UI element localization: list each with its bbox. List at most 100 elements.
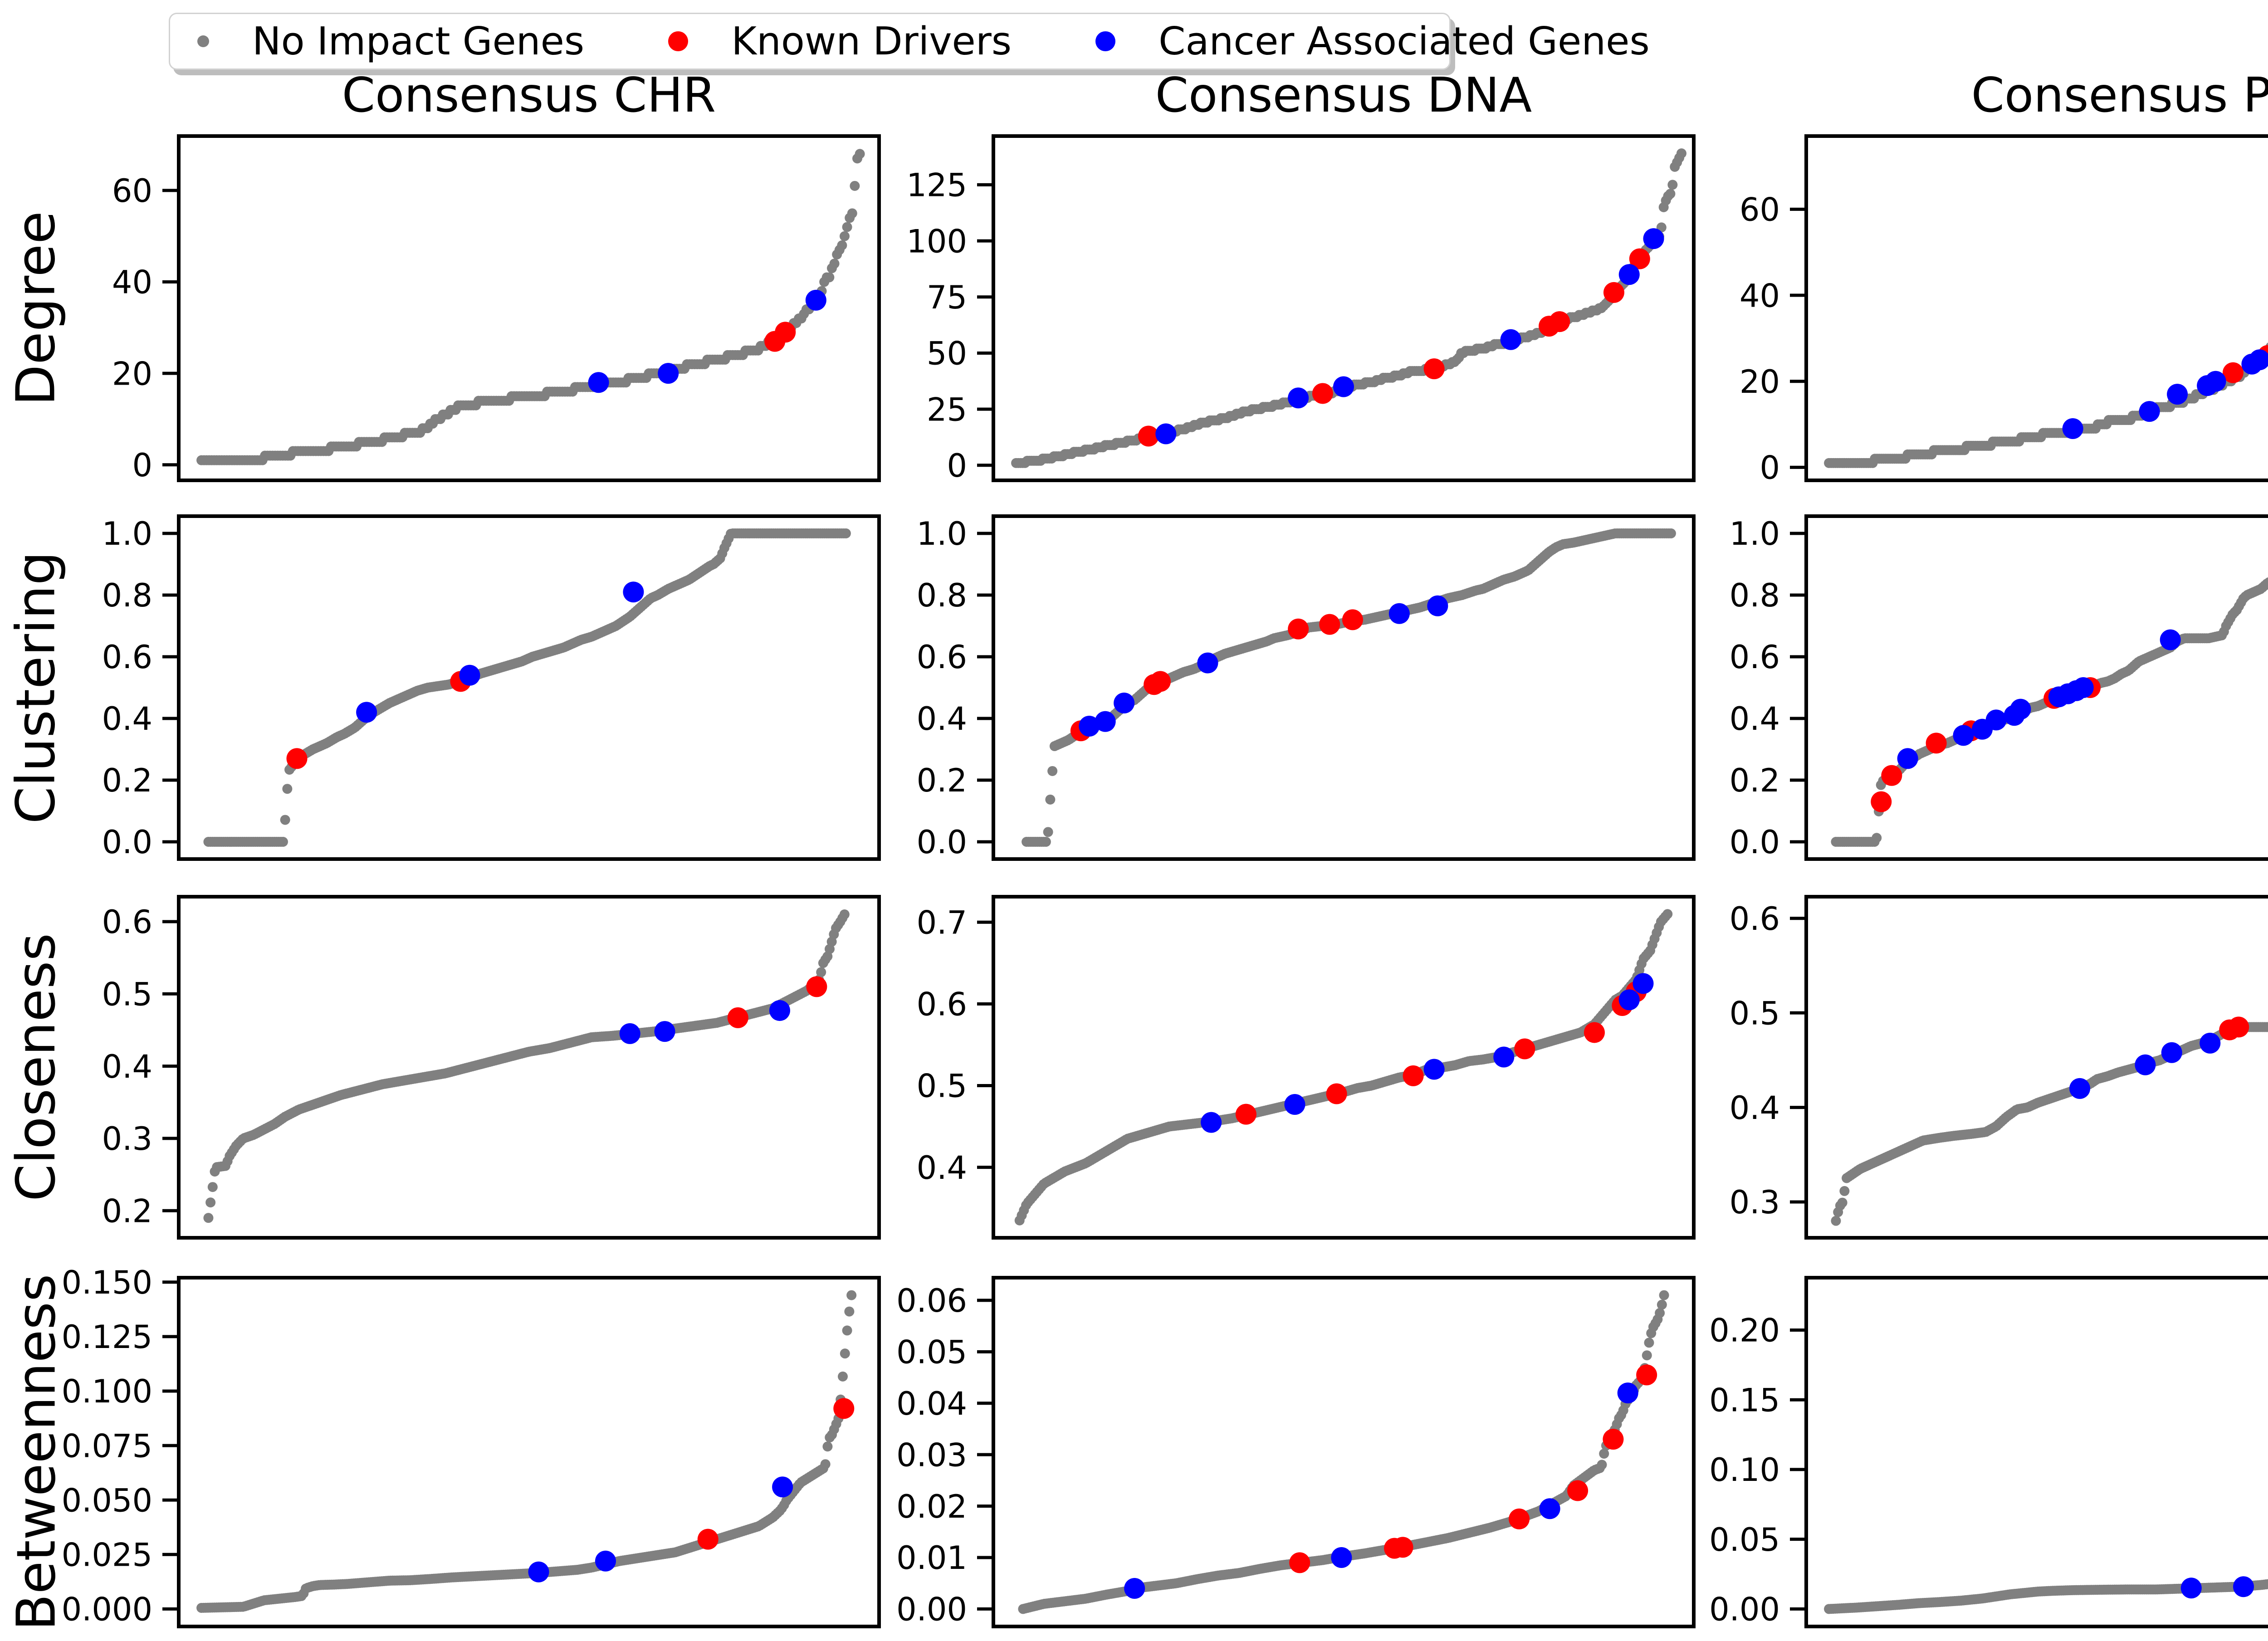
tick-label: 0.2 <box>102 762 152 799</box>
cancer-associated-dot-icon <box>1095 31 1116 51</box>
no-impact-points <box>203 528 851 847</box>
tick-label: 0.6 <box>1730 900 1780 938</box>
cancer-associated-point <box>1284 1094 1305 1115</box>
no-impact-points <box>1831 1022 2268 1226</box>
tick-label: 0.4 <box>917 700 967 737</box>
cancer-associated-point <box>1333 376 1354 397</box>
y-axis-ticks: 0 20 40 60 <box>112 172 181 484</box>
tick-label: 0 <box>947 447 967 484</box>
no-impact-points <box>196 149 865 465</box>
column-title-consensus-chr: Consensus CHR <box>342 68 716 123</box>
cancer-associated-point <box>1095 711 1116 732</box>
cancer-associated-point <box>1155 423 1177 444</box>
tick-label: 0.4 <box>1730 1089 1780 1127</box>
tick-label: 0.0 <box>1730 824 1780 861</box>
cancer-associated-point <box>2010 698 2031 720</box>
cancer-associated-point <box>2062 418 2083 440</box>
y-axis-ticks: 0.0 0.2 0.4 0.6 0.8 1.0 <box>917 515 995 861</box>
tick-label: 0.00 <box>1709 1591 1780 1628</box>
tick-label: 0.06 <box>896 1282 967 1319</box>
known-driver-point <box>1326 1083 1347 1104</box>
no-impact-points <box>1831 577 2268 847</box>
tick-label: 0.6 <box>917 639 967 676</box>
cancer-associated-points <box>2062 349 2268 440</box>
known-driver-point <box>1150 671 1171 692</box>
cancer-associated-point <box>2161 1042 2182 1063</box>
tick-label: 0.4 <box>917 1149 967 1187</box>
known-driver-point <box>1312 383 1333 404</box>
cancer-associated-point <box>595 1550 616 1572</box>
known-driver-point <box>1342 609 1363 630</box>
tick-label: 100 <box>906 223 967 260</box>
tick-label: 0.7 <box>917 904 967 941</box>
known-driver-point <box>1403 1065 1424 1086</box>
cancer-associated-point <box>1618 989 1640 1011</box>
known-driver-point <box>1319 614 1340 635</box>
plot-canvas: 0.2 0.3 0.4 0.5 0.6 <box>102 904 850 1230</box>
subplot-betweenness-consensus-dna: 0.00 0.01 0.02 0.03 0.04 0.05 0.06 <box>896 1276 1696 1628</box>
subplot-degree-consensus-pcd: 0 20 40 60 <box>1740 134 2268 487</box>
cancer-associated-point <box>769 1000 790 1021</box>
tick-label: 0.5 <box>917 1068 967 1105</box>
known-driver-point <box>1138 425 1159 447</box>
tick-label: 0.3 <box>102 1120 152 1157</box>
legend-label-cancer-associated: Cancer Associated Genes <box>1158 19 1650 64</box>
known-driver-point <box>1423 358 1445 380</box>
y-axis-ticks: 0.00 0.01 0.02 0.03 0.04 0.05 0.06 <box>896 1282 995 1628</box>
known-driver-point <box>833 1398 855 1419</box>
known-driver-point <box>1549 311 1570 332</box>
cancer-associated-point <box>1331 1547 1352 1568</box>
known-driver-point <box>2228 1016 2249 1038</box>
tick-label: 0.5 <box>102 976 152 1013</box>
tick-label: 0 <box>132 447 152 484</box>
cancer-associated-point <box>2072 677 2094 698</box>
cancer-associated-point <box>2167 384 2188 405</box>
subplot-closeness-consensus-dna: 0.4 0.5 0.6 0.7 <box>917 895 1696 1240</box>
known-driver-points <box>697 1398 855 1550</box>
subplot-betweenness-consensus-pcd: 0.00 0.05 0.10 0.15 0.20 <box>1709 1276 2268 1628</box>
plot-canvas: 0 20 40 60 <box>1740 191 2268 487</box>
subplot-degree-consensus-chr: 0 20 40 60 <box>112 134 881 484</box>
known-driver-point <box>1514 1038 1535 1060</box>
known-driver-points <box>2219 1016 2249 1040</box>
tick-label: 0.100 <box>62 1373 152 1410</box>
no-impact-points <box>1824 342 2268 468</box>
known-driver-point <box>1567 1480 1589 1501</box>
cancer-associated-points <box>1124 1382 1638 1599</box>
cancer-associated-points <box>356 581 644 723</box>
tick-label: 0.6 <box>917 986 967 1023</box>
legend-label-no-impact: No Impact Genes <box>252 19 585 64</box>
tick-label: 0.8 <box>1730 577 1780 614</box>
column-title-consensus-dna: Consensus DNA <box>1155 68 1532 123</box>
cancer-associated-point <box>356 702 377 723</box>
cancer-associated-point <box>1288 387 1309 409</box>
cancer-associated-point <box>654 1021 675 1042</box>
cancer-associated-point <box>805 289 826 311</box>
subplot-clustering-consensus-chr: 0.0 0.2 0.4 0.6 0.8 1.0 <box>102 514 881 861</box>
tick-label: 20 <box>1740 363 1780 400</box>
known-driver-point <box>1289 1552 1310 1573</box>
known-driver-points <box>1138 248 1650 447</box>
tick-label: 0.15 <box>1709 1382 1780 1419</box>
cancer-associated-points <box>1201 973 1654 1133</box>
cancer-associated-point <box>2205 371 2226 392</box>
legend-item-known-drivers: Known Drivers <box>668 19 1012 64</box>
cancer-associated-points <box>2069 1032 2221 1099</box>
no-impact-points <box>1011 148 1686 468</box>
cancer-associated-points <box>1155 228 1664 444</box>
tick-label: 0.125 <box>62 1319 152 1356</box>
y-axis-ticks: 0.4 0.5 0.6 0.7 <box>917 904 995 1187</box>
no-impact-points <box>203 909 850 1223</box>
known-driver-point <box>1392 1537 1413 1558</box>
no-impact-points <box>1014 909 1673 1226</box>
cancer-associated-points <box>1079 595 1448 737</box>
plot-canvas: 0.0 0.2 0.4 0.6 0.8 1.0 <box>917 515 1676 861</box>
known-driver-point <box>286 748 308 769</box>
no-impact-dot-icon <box>197 35 209 47</box>
no-impact-points <box>1824 1579 2268 1614</box>
known-driver-point <box>1603 282 1624 303</box>
cancer-associated-point <box>588 372 609 393</box>
y-axis-ticks: 0.00 0.05 0.10 0.15 0.20 <box>1709 1312 1808 1628</box>
tick-label: 0.20 <box>1709 1312 1780 1349</box>
known-driver-points <box>2222 345 2268 383</box>
